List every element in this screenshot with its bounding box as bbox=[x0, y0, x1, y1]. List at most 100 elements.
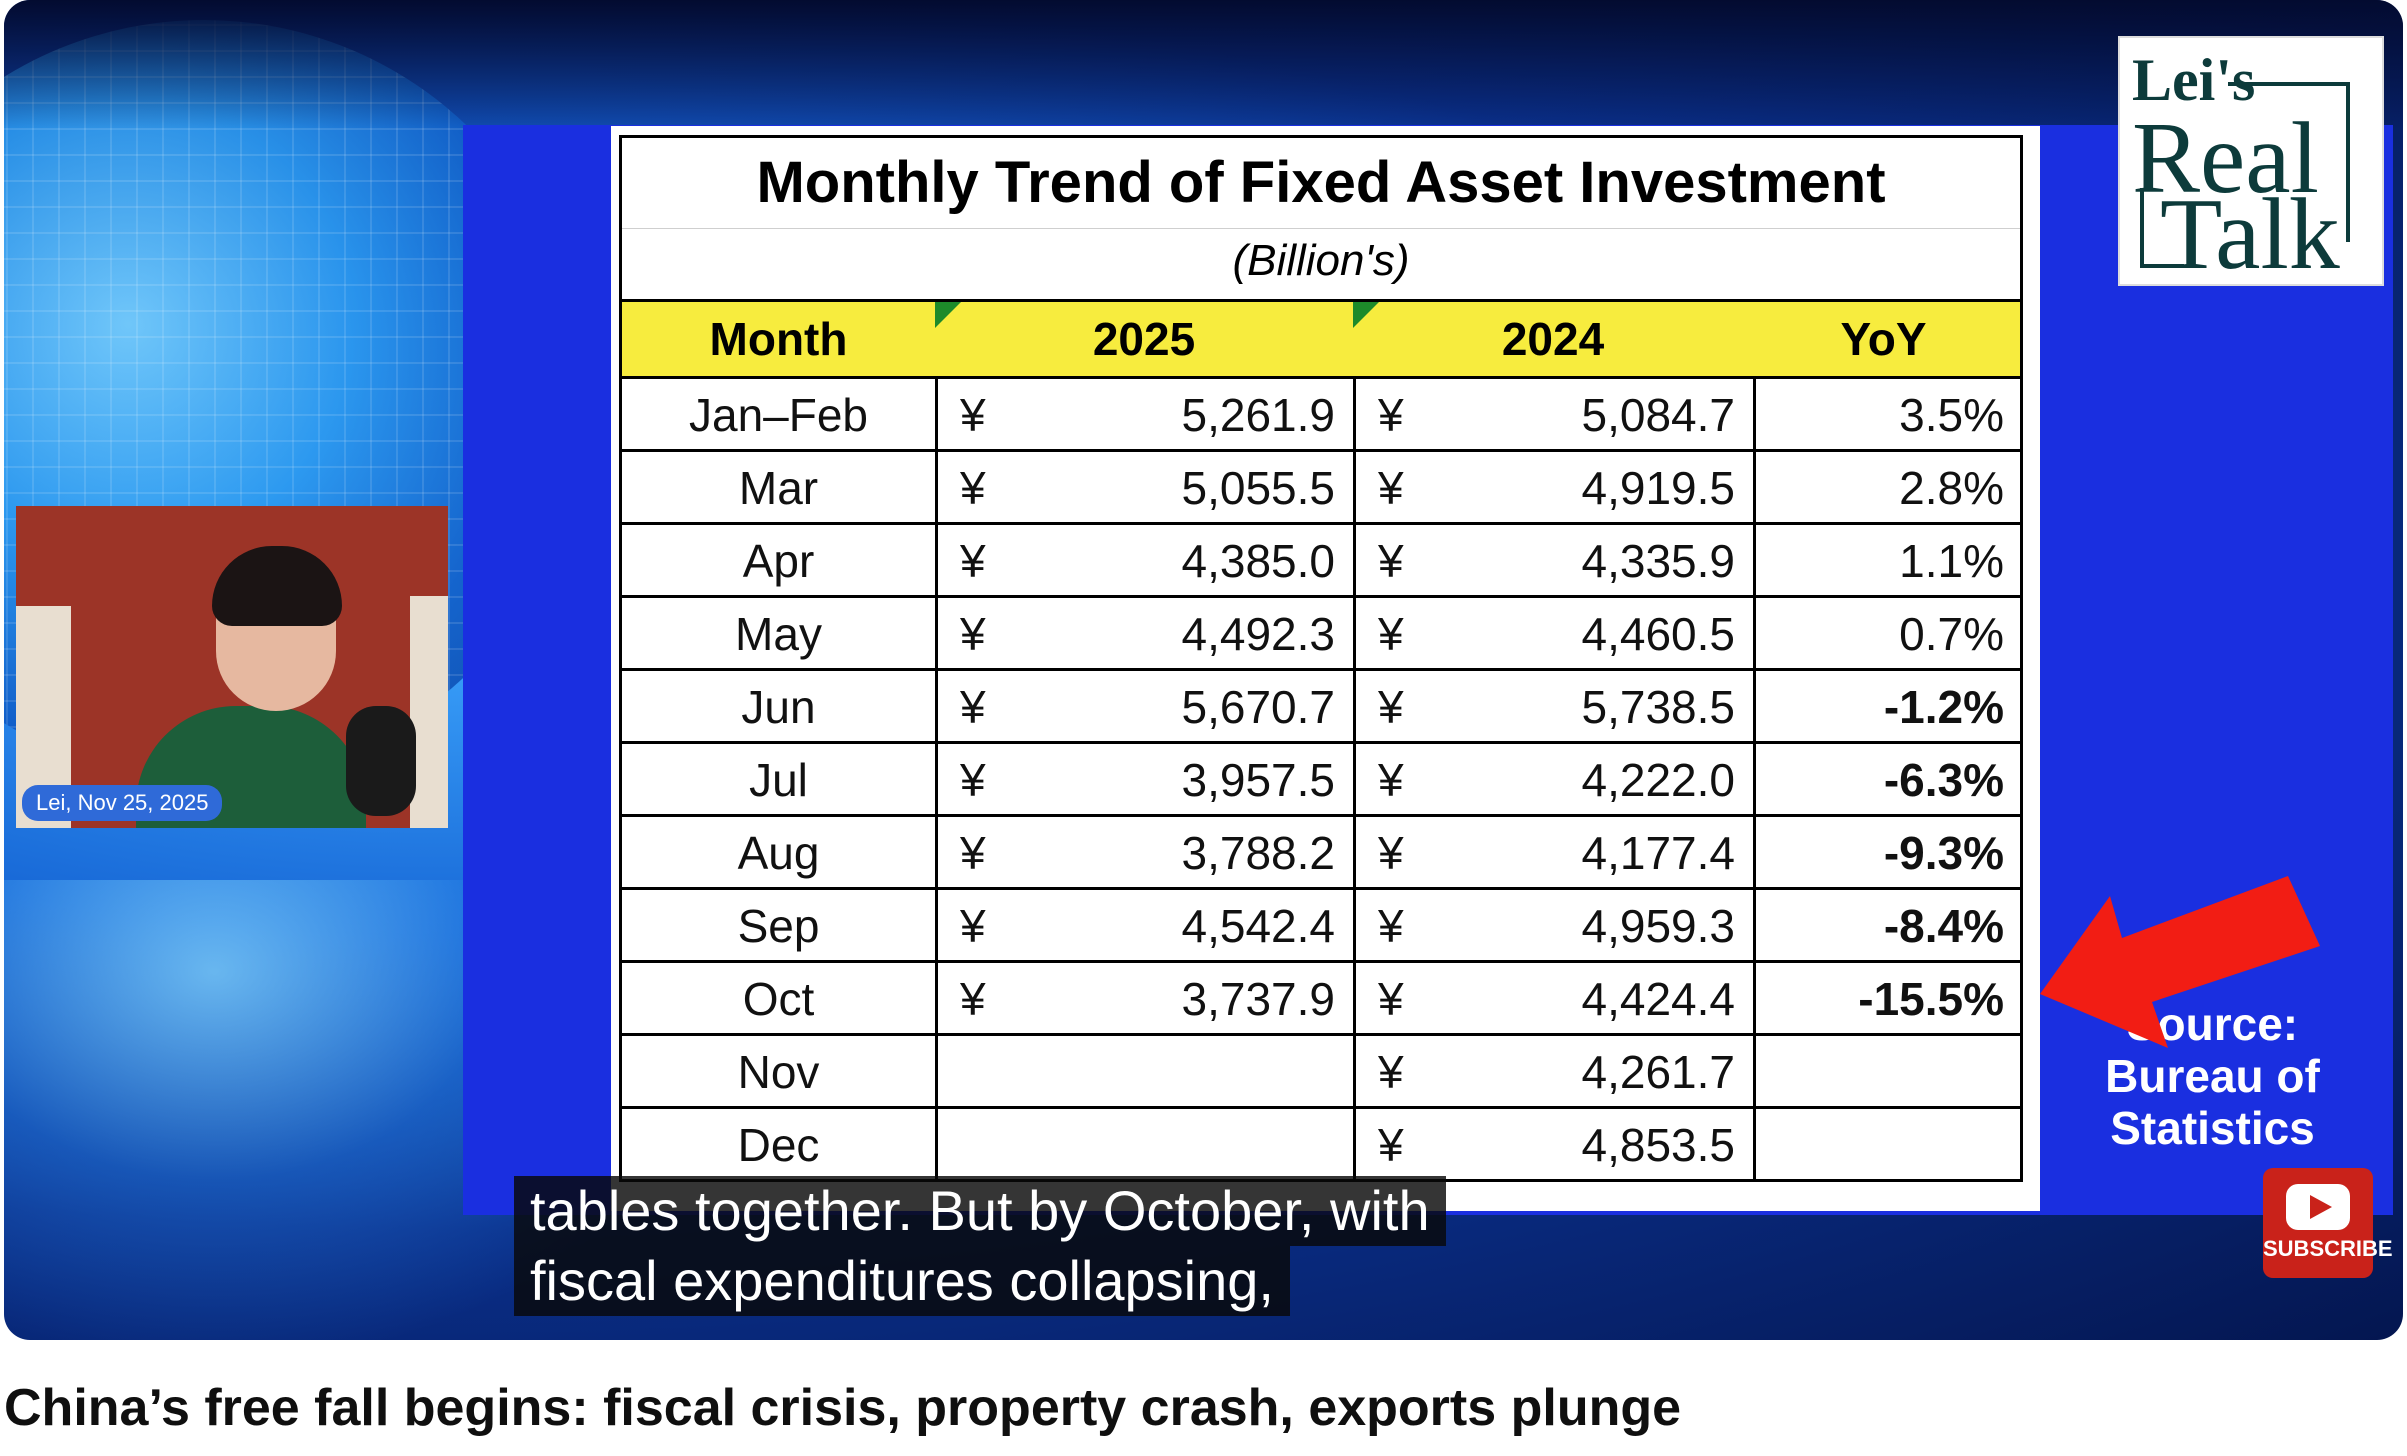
logo-line-3: Talk bbox=[2160, 178, 2340, 291]
youtube-play-icon bbox=[2286, 1184, 2350, 1230]
cell-v2024: ¥5,738.5 bbox=[1353, 671, 1753, 741]
header-2024-label: 2024 bbox=[1501, 313, 1605, 365]
cell-value: 4,542.4 bbox=[1181, 900, 1335, 952]
cell-yoy: -1.2% bbox=[1753, 671, 2014, 741]
currency-symbol: ¥ bbox=[960, 462, 986, 514]
cell-month: Jul bbox=[749, 754, 808, 806]
currency-symbol: ¥ bbox=[1378, 754, 1404, 806]
table-row: Jul ¥3,957.5 ¥4,222.0 -6.3% bbox=[622, 744, 2020, 817]
source-line-2: Bureau of bbox=[2105, 1050, 2320, 1102]
cell-v2025: ¥3,737.9 bbox=[935, 963, 1353, 1033]
header-yoy: YoY bbox=[1840, 313, 1927, 365]
cell-v2025: ¥5,670.7 bbox=[935, 671, 1353, 741]
logo-rule bbox=[2140, 188, 2144, 266]
cell-value: 4,222.0 bbox=[1581, 754, 1735, 806]
cell-month: Jan–Feb bbox=[688, 389, 868, 441]
caption-line-1: tables together. But by October, with bbox=[514, 1176, 1446, 1246]
cell-v2025: ¥4,542.4 bbox=[935, 890, 1353, 960]
cell-value: 5,738.5 bbox=[1581, 681, 1735, 733]
cell-yoy: 3.5% bbox=[1753, 379, 2014, 449]
cell-v2025 bbox=[935, 1109, 1353, 1179]
cell-value: 3,957.5 bbox=[1181, 754, 1335, 806]
cell-value: 4,959.3 bbox=[1581, 900, 1735, 952]
cell-month: May bbox=[735, 608, 822, 660]
cell-v2025: ¥5,261.9 bbox=[935, 379, 1353, 449]
cell-value: 5,084.7 bbox=[1581, 389, 1735, 441]
currency-symbol: ¥ bbox=[960, 827, 986, 879]
logo-line-2: Real bbox=[2132, 102, 2319, 215]
cell-yoy: -15.5% bbox=[1753, 963, 2014, 1033]
cell-flag-icon bbox=[1353, 302, 1379, 328]
cell-v2024: ¥4,222.0 bbox=[1353, 744, 1753, 814]
cell-flag-icon bbox=[935, 302, 961, 328]
cell-v2024: ¥4,424.4 bbox=[1353, 963, 1753, 1033]
cell-month: Jun bbox=[741, 681, 816, 733]
cell-v2024: ¥4,919.5 bbox=[1353, 452, 1753, 522]
cell-month: Dec bbox=[737, 1119, 820, 1171]
cell-value: 4,261.7 bbox=[1581, 1046, 1735, 1098]
cell-v2024: ¥4,853.5 bbox=[1353, 1109, 1753, 1179]
cell-v2024: ¥5,084.7 bbox=[1353, 379, 1753, 449]
video-title[interactable]: China’s free fall begins: fiscal crisis,… bbox=[4, 1379, 1682, 1437]
cell-value: 4,460.5 bbox=[1581, 608, 1735, 660]
cell-value: 3,788.2 bbox=[1181, 827, 1335, 879]
currency-symbol: ¥ bbox=[1378, 608, 1404, 660]
table-row: Jan–Feb ¥5,261.9 ¥5,084.7 3.5% bbox=[622, 379, 2020, 452]
currency-symbol: ¥ bbox=[960, 608, 986, 660]
red-arrow-icon bbox=[2040, 876, 2320, 1048]
table-header: Month 2025 2024 YoY bbox=[622, 302, 2020, 379]
cell-v2025: ¥3,788.2 bbox=[935, 817, 1353, 887]
table-body: Jan–Feb ¥5,261.9 ¥5,084.7 3.5% Mar ¥5,055.5 ¥4… bbox=[622, 379, 2020, 1182]
header-2025-label: 2025 bbox=[1092, 313, 1196, 365]
table-subtitle: (Billion's) bbox=[622, 229, 2020, 302]
presenter-webcam bbox=[16, 506, 448, 828]
header-2024: 2024 bbox=[1353, 302, 1753, 376]
leis-real-talk-logo: Lei's Real Talk bbox=[2118, 36, 2384, 291]
currency-symbol: ¥ bbox=[1378, 462, 1404, 514]
source-note: Source: Bureau of Statistics bbox=[2070, 998, 2355, 1154]
microphone-icon bbox=[346, 706, 416, 816]
cell-month: Aug bbox=[737, 827, 820, 879]
table-row: Sep ¥4,542.4 ¥4,959.3 -8.4% bbox=[622, 890, 2020, 963]
table-row: Mar ¥5,055.5 ¥4,919.5 2.8% bbox=[622, 452, 2020, 525]
header-month: Month bbox=[709, 313, 848, 365]
currency-symbol: ¥ bbox=[1378, 389, 1404, 441]
caption-line-2: fiscal expenditures collapsing, bbox=[514, 1246, 1290, 1316]
cell-v2024: ¥4,959.3 bbox=[1353, 890, 1753, 960]
cell-v2025: ¥3,957.5 bbox=[935, 744, 1353, 814]
table-row: Aug ¥3,788.2 ¥4,177.4 -9.3% bbox=[622, 817, 2020, 890]
cell-month: Nov bbox=[737, 1046, 820, 1098]
currency-symbol: ¥ bbox=[1378, 1119, 1404, 1171]
cell-month: Mar bbox=[738, 462, 819, 514]
table-title: Monthly Trend of Fixed Asset Investment bbox=[622, 138, 2020, 229]
table-row: Dec ¥4,853.5 bbox=[622, 1109, 2020, 1182]
cell-month: Apr bbox=[742, 535, 815, 587]
currency-symbol: ¥ bbox=[1378, 900, 1404, 952]
cell-value: 4,385.0 bbox=[1181, 535, 1335, 587]
cell-value: 4,853.5 bbox=[1581, 1119, 1735, 1171]
currency-symbol: ¥ bbox=[960, 681, 986, 733]
cell-value: 4,424.4 bbox=[1581, 973, 1735, 1025]
cell-yoy bbox=[1753, 1036, 2014, 1106]
currency-symbol: ¥ bbox=[1378, 681, 1404, 733]
cell-v2025: ¥4,385.0 bbox=[935, 525, 1353, 595]
table-row: Jun ¥5,670.7 ¥5,738.5 -1.2% bbox=[622, 671, 2020, 744]
subscribe-label: SUBSCRIBE bbox=[2263, 1236, 2393, 1261]
investment-table: Monthly Trend of Fixed Asset Investment … bbox=[619, 135, 2023, 1182]
cell-yoy: -6.3% bbox=[1753, 744, 2014, 814]
cell-value: 4,919.5 bbox=[1581, 462, 1735, 514]
currency-symbol: ¥ bbox=[960, 900, 986, 952]
cell-yoy: -8.4% bbox=[1753, 890, 2014, 960]
cell-v2025: ¥4,492.3 bbox=[935, 598, 1353, 668]
logo-line-1: Lei's bbox=[2132, 47, 2256, 113]
subscribe-button[interactable]: SUBSCRIBE bbox=[2263, 1168, 2393, 1278]
currency-symbol: ¥ bbox=[960, 754, 986, 806]
cell-v2025 bbox=[935, 1036, 1353, 1106]
cell-yoy: 2.8% bbox=[1753, 452, 2014, 522]
cell-yoy: 0.7% bbox=[1753, 598, 2014, 668]
table-row: Nov ¥4,261.7 bbox=[622, 1036, 2020, 1109]
bookshelf-right bbox=[410, 596, 448, 828]
cell-yoy: 1.1% bbox=[1753, 525, 2014, 595]
cell-v2024: ¥4,261.7 bbox=[1353, 1036, 1753, 1106]
logo-rule bbox=[2140, 264, 2184, 268]
